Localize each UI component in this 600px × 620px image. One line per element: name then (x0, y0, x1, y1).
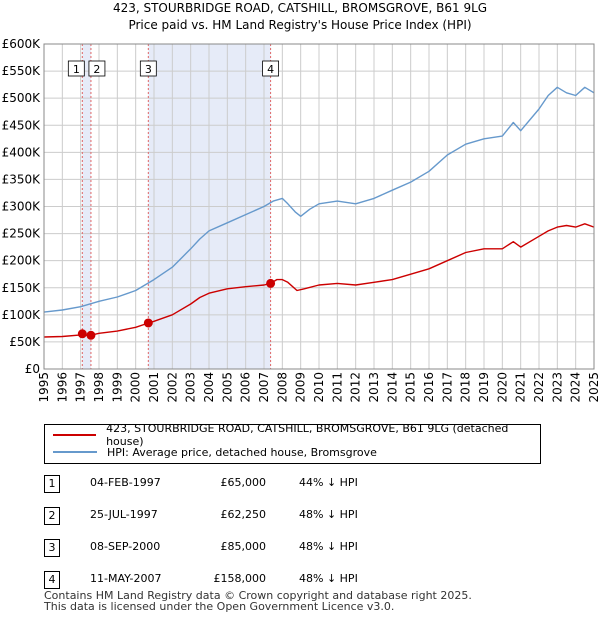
x-tick-label: 2010 (312, 372, 326, 403)
sale-number-badge: 4 (44, 571, 60, 589)
x-tick-label: 2003 (184, 372, 198, 403)
x-tick-label: 2004 (202, 372, 216, 403)
x-tick-label: 2017 (440, 372, 454, 403)
sales-table-row: 3 08-SEP-2000 £85,000 48% ↓ HPI (44, 536, 464, 568)
x-tick-label: 1996 (55, 372, 69, 403)
sale-marker-label: 4 (267, 63, 274, 76)
sale-marker-label: 2 (93, 63, 100, 76)
x-tick-label: 2009 (294, 372, 308, 403)
sale-point (86, 330, 96, 340)
x-tick-label: 2016 (422, 372, 436, 403)
sale-hpi-diff: 48% ↓ HPI (299, 508, 358, 521)
x-tick-label: 2013 (367, 372, 381, 403)
x-tick-label: 2005 (220, 372, 234, 403)
y-tick-label: £300K (2, 200, 42, 214)
y-tick-label: £150K (2, 281, 42, 295)
sale-marker-box (139, 60, 157, 77)
x-tick-label: 2000 (129, 372, 143, 403)
sale-marker-label: 1 (73, 63, 80, 76)
legend-swatch-hpi (53, 451, 97, 453)
y-tick-label: £100K (2, 308, 42, 322)
sale-marker-label: 3 (145, 63, 152, 76)
sale-hpi-diff: 44% ↓ HPI (299, 476, 358, 489)
x-tick-label: 1999 (110, 372, 124, 403)
y-tick-label: £550K (2, 64, 42, 78)
y-tick-label: £250K (2, 227, 42, 241)
y-tick-label: £200K (2, 254, 42, 268)
x-tick-label: 2025 (587, 372, 600, 403)
chart-subtitle: Price paid vs. HM Land Registry's House … (128, 18, 471, 32)
hpi-line (43, 86, 595, 313)
sale-price: £158,000 (213, 572, 267, 585)
x-tick-label: 2023 (550, 372, 564, 403)
legend-swatch-property (53, 434, 97, 436)
legend-label-property: 423, STOURBRIDGE ROAD, CATSHILL, BROMSGR… (106, 422, 509, 448)
legend-item-property: 423, STOURBRIDGE ROAD, CATSHILL, BROMSGR… (53, 422, 540, 448)
plot-border (43, 43, 595, 370)
sale-price: £65,000 (220, 476, 267, 489)
sales-table-row: 1 04-FEB-1997 £65,000 44% ↓ HPI (44, 472, 464, 504)
sale-date: 11-MAY-2007 (90, 572, 162, 585)
y-tick-label: £450K (2, 118, 42, 132)
sale-hpi-diff: 48% ↓ HPI (299, 572, 358, 585)
footer-attribution: Contains HM Land Registry data © Crown c… (44, 590, 472, 612)
x-tick-label: 2007 (257, 372, 271, 403)
y-tick-label: £0 (25, 362, 40, 376)
sale-marker-box (67, 60, 85, 77)
sale-marker-box (88, 60, 106, 77)
sale-point (77, 329, 87, 339)
x-tick-label: 1998 (92, 372, 106, 403)
sale-number-badge: 2 (44, 507, 60, 525)
sale-point (266, 278, 276, 288)
sale-marker-box (262, 60, 280, 77)
sale-point (143, 318, 153, 328)
price-chart: 423, STOURBRIDGE ROAD, CATSHILL, BROMSGR… (2, 1, 600, 403)
sale-hpi-diff: 48% ↓ HPI (299, 540, 358, 553)
legend-label-hpi: HPI: Average price, detached house, Brom… (107, 445, 377, 459)
x-tick-label: 2008 (275, 372, 289, 403)
y-tick-label: £50K (9, 335, 41, 349)
x-tick-label: 2006 (239, 372, 253, 403)
sale-number-badge: 1 (44, 475, 60, 493)
sale-date: 25-JUL-1997 (90, 508, 158, 521)
legend: 423, STOURBRIDGE ROAD, CATSHILL, BROMSGR… (44, 422, 541, 464)
y-tick-label: £500K (2, 91, 42, 105)
footer-line-2: This data is licensed under the Open Gov… (44, 600, 395, 613)
sale-date: 04-FEB-1997 (90, 476, 161, 489)
x-tick-label: 2022 (532, 372, 546, 403)
x-tick-label: 2020 (495, 372, 509, 403)
x-tick-label: 2015 (404, 372, 418, 403)
x-tick-label: 2001 (147, 372, 161, 403)
x-tick-label: 1997 (74, 372, 88, 403)
footer-line-1: Contains HM Land Registry data © Crown c… (44, 589, 472, 602)
x-tick-label: 2012 (349, 372, 363, 403)
x-tick-label: 2019 (477, 372, 491, 403)
sale-price: £85,000 (220, 540, 267, 553)
y-tick-label: £600K (2, 37, 42, 51)
sales-table: 1 04-FEB-1997 £65,000 44% ↓ HPI 2 25-JUL… (44, 472, 464, 600)
y-tick-label: £350K (2, 172, 42, 186)
sale-price: £62,250 (220, 508, 267, 521)
sales-table-row: 4 11-MAY-2007 £158,000 48% ↓ HPI (44, 568, 464, 600)
x-tick-label: 2018 (459, 372, 473, 403)
y-tick-label: £400K (2, 145, 42, 159)
sale-date: 08-SEP-2000 (90, 540, 161, 553)
chart-title: 423, STOURBRIDGE ROAD, CATSHILL, BROMSGR… (113, 1, 487, 15)
x-tick-label: 2024 (569, 372, 583, 403)
x-tick-label: 1995 (37, 372, 51, 403)
x-tick-label: 2011 (330, 372, 344, 403)
sales-table-row: 2 25-JUL-1997 £62,250 48% ↓ HPI (44, 504, 464, 536)
x-tick-label: 2021 (514, 372, 528, 403)
x-tick-label: 2002 (165, 372, 179, 403)
x-tick-label: 2014 (385, 372, 399, 403)
legend-item-hpi: HPI: Average price, detached house, Brom… (53, 444, 377, 460)
sale-number-badge: 3 (44, 539, 60, 557)
